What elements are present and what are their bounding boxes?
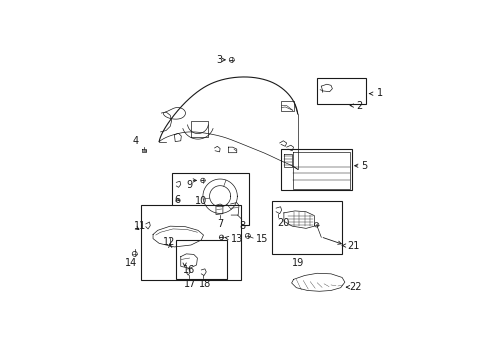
Text: 17: 17 — [184, 279, 196, 289]
Bar — [272, 201, 341, 254]
Text: 4: 4 — [132, 136, 139, 146]
Text: 20: 20 — [276, 219, 289, 228]
Text: 1: 1 — [376, 88, 382, 98]
Text: 6: 6 — [174, 195, 180, 205]
Bar — [141, 205, 241, 280]
Text: 21: 21 — [347, 240, 359, 251]
Text: 22: 22 — [348, 282, 361, 292]
Text: 18: 18 — [198, 279, 210, 289]
Text: 12: 12 — [163, 237, 175, 247]
Bar — [171, 174, 249, 225]
Text: 16: 16 — [183, 265, 195, 275]
Text: 5: 5 — [361, 161, 367, 171]
Bar — [281, 102, 293, 111]
Bar — [281, 149, 351, 190]
Text: 15: 15 — [256, 234, 268, 244]
Text: 14: 14 — [124, 258, 137, 268]
Text: 3: 3 — [216, 55, 222, 65]
Text: 10: 10 — [194, 196, 206, 206]
Text: 2: 2 — [355, 100, 362, 111]
Text: 9: 9 — [186, 180, 193, 190]
Bar — [175, 240, 226, 279]
Text: 19: 19 — [291, 258, 303, 268]
Bar — [317, 78, 365, 104]
Text: 7: 7 — [217, 219, 223, 229]
Text: 13: 13 — [231, 234, 243, 244]
Text: 11: 11 — [134, 221, 146, 231]
Text: 8: 8 — [239, 221, 245, 231]
